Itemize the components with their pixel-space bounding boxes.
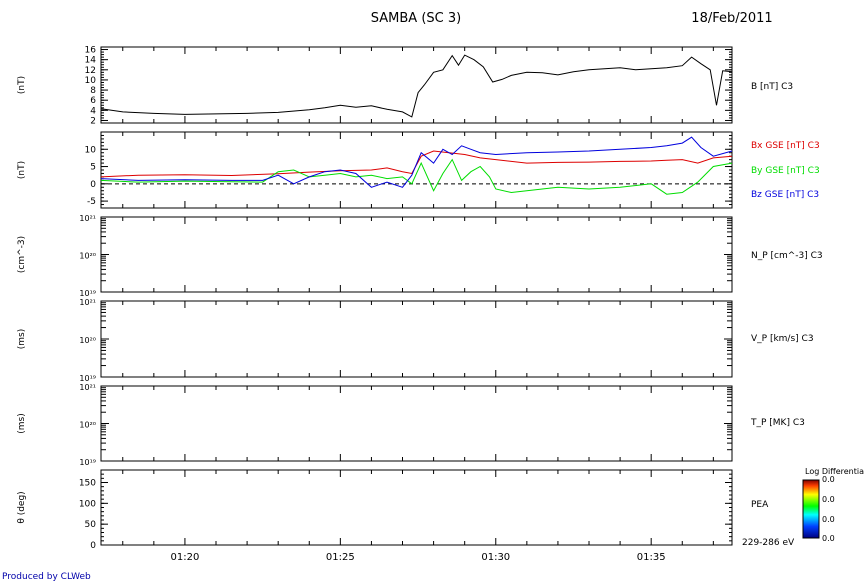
y-axis-label: (nT) [17,76,27,94]
colorbar [802,479,820,539]
panel-n-p [100,216,733,293]
colorbar-title: Log Differential [805,467,864,476]
panel-b-gse [100,131,733,209]
y-tick-label: 10 [85,76,97,86]
legend-label: By GSE [nT] C3 [751,166,820,176]
x-tick-label: 01:20 [171,552,200,563]
y-tick-label: 10¹⁹ [79,289,96,298]
y-axis-label: (nT) [17,161,27,179]
panel-v-p [100,300,733,378]
legend-label: T_P [MK] C3 [750,418,805,428]
figure-title: SAMBA (SC 3) [371,11,461,26]
panel-frame [100,46,733,124]
y-tick-label: 10²¹ [79,383,96,392]
y-tick-label: 10¹⁹ [79,458,96,467]
panel-frame [100,300,733,378]
y-tick-label: 10 [85,145,97,155]
y-tick-label: 10²¹ [79,214,96,223]
legend-label: N_P [cm^-3] C3 [751,251,823,261]
footer-credit: Produced by CLWeb [2,572,91,582]
y-axis-label: (ms) [17,413,27,433]
y-tick-label: 50 [85,520,97,530]
figure-date: 18/Feb/2011 [691,11,772,26]
legend-label: 229-286 eV [742,538,795,548]
y-axis-label: θ (deg) [17,491,27,523]
panel-pea [100,469,820,546]
y-tick-label: -5 [87,197,96,207]
y-axis-label: (ms) [17,329,27,349]
y-tick-label: 10²⁰ [79,421,96,430]
colorbar-label: 0.0 [822,515,835,524]
series-line-bz [100,136,733,188]
y-tick-label: 6 [90,96,96,106]
panel-t-p [100,385,733,462]
y-tick-label: 8 [90,86,96,96]
panel-frame [100,385,733,462]
series-line-b [100,54,733,118]
y-tick-label: 10²¹ [79,298,96,307]
series-line-by [100,158,733,195]
y-tick-label: 0 [90,541,96,551]
y-tick-label: 10²⁰ [79,252,96,261]
y-tick-label: 16 [85,46,97,56]
y-tick-label: 150 [79,479,96,489]
legend-label: PEA [751,500,769,510]
x-tick-label: 01:35 [637,552,666,563]
y-tick-label: 10²⁰ [79,336,96,345]
y-tick-label: 0 [90,180,96,190]
panel-frame [100,216,733,293]
legend-label: Bz GSE [nT] C3 [751,190,819,200]
colorbar-label: 0.0 [822,475,835,484]
y-tick-label: 4 [90,106,96,116]
x-tick-label: 01:25 [326,552,355,563]
x-tick-label: 01:30 [481,552,510,563]
legend-label: V_P [km/s] C3 [751,334,814,344]
y-tick-label: 14 [85,56,97,66]
panel-b [100,46,733,124]
y-axis-label: (cm^-3) [17,236,27,273]
y-tick-label: 100 [79,499,96,509]
y-tick-label: 5 [90,163,96,173]
colorbar-label: 0.0 [822,495,835,504]
y-tick-label: 10¹⁹ [79,374,96,383]
legend-label: B [nT] C3 [751,82,793,92]
colorbar-label: 0.0 [822,534,835,543]
panel-frame [100,131,733,209]
legend-label: Bx GSE [nT] C3 [751,141,820,151]
y-tick-label: 12 [85,66,96,76]
y-tick-label: 2 [90,116,96,126]
panel-frame [100,469,733,546]
